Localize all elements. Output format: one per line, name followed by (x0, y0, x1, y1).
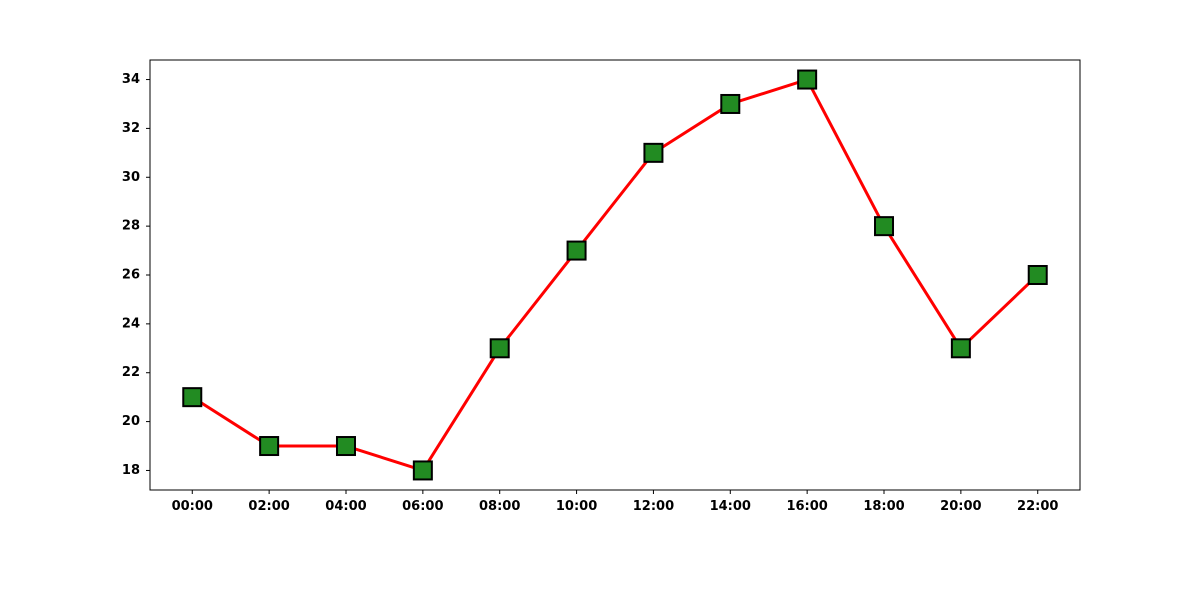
y-tick-label: 28 (122, 219, 140, 234)
line-chart: 18 20 22 24 26 28 30 32 34 00:00 02:00 04:00 06:00 08… (0, 0, 1200, 600)
y-tick-label: 20 (122, 414, 140, 429)
x-tick-label: 04:00 (325, 499, 366, 514)
data-marker (875, 217, 893, 235)
x-tick-label: 10:00 (556, 499, 597, 514)
data-marker (721, 95, 739, 113)
data-marker (644, 144, 662, 162)
data-marker (414, 461, 432, 479)
x-tick-label: 02:00 (248, 499, 289, 514)
y-tick-label: 30 (122, 170, 140, 185)
x-tick-label: 12:00 (633, 499, 674, 514)
x-tick-label: 16:00 (786, 499, 827, 514)
data-marker (798, 71, 816, 89)
data-marker (183, 388, 201, 406)
data-marker (568, 242, 586, 260)
x-tick-label: 00:00 (172, 499, 213, 514)
data-marker (1029, 266, 1047, 284)
x-tick-label: 14:00 (710, 499, 751, 514)
data-marker (260, 437, 278, 455)
y-tick-label: 18 (122, 463, 140, 478)
y-tick-label: 26 (122, 268, 140, 283)
x-tick-label: 22:00 (1017, 499, 1058, 514)
x-tick-label: 06:00 (402, 499, 443, 514)
x-tick-label: 08:00 (479, 499, 520, 514)
data-marker (491, 339, 509, 357)
x-tick-label: 20:00 (940, 499, 981, 514)
y-tick-label: 22 (122, 365, 140, 380)
y-tick-label: 32 (122, 121, 140, 136)
y-tick-label: 24 (122, 316, 140, 331)
y-tick-label: 34 (122, 72, 140, 87)
data-marker (337, 437, 355, 455)
data-marker (952, 339, 970, 357)
x-tick-label: 18:00 (863, 499, 904, 514)
